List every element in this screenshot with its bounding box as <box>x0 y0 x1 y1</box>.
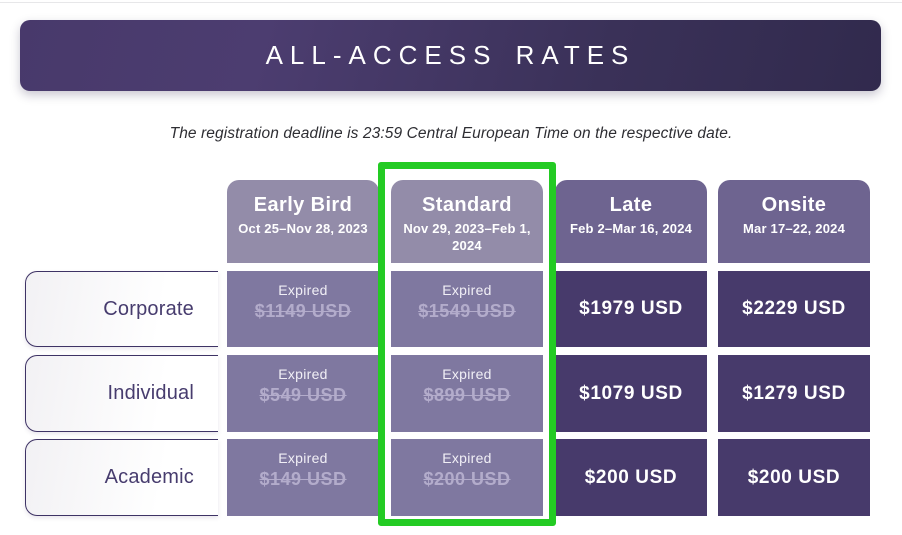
column-dates: Feb 2–Mar 16, 2024 <box>569 221 693 236</box>
column-title: Early Bird <box>253 194 353 216</box>
expired-status: Expired <box>442 450 492 466</box>
price-cell-corporate-standard: Expired $1549 USD <box>391 271 543 347</box>
expired-status: Expired <box>442 366 492 382</box>
struck-price: $549 USD <box>259 385 347 405</box>
price-cell-individual-late: $1079 USD <box>555 355 707 432</box>
price-cell-corporate-late: $1979 USD <box>555 271 707 347</box>
price-cell-corporate-early-bird: Expired $1149 USD <box>227 271 379 347</box>
rates-banner: ALL-ACCESS RATES <box>20 20 881 91</box>
column-dates: Nov 29, 2023–Feb 1, 2024 <box>403 221 531 253</box>
page-top-divider <box>0 2 902 3</box>
price-cell-corporate-onsite: $2229 USD <box>718 271 870 347</box>
price-cell-academic-standard: Expired $200 USD <box>391 439 543 516</box>
struck-price: $1149 USD <box>254 301 352 321</box>
price-text: $1079 USD <box>579 382 683 404</box>
struck-price: $1549 USD <box>418 301 516 321</box>
column-header-onsite: Onsite Mar 17–22, 2024 <box>718 180 870 263</box>
price-text: $200 USD <box>747 466 841 488</box>
expired-status: Expired <box>442 282 492 298</box>
column-header-early-bird: Early Bird Oct 25–Nov 28, 2023 <box>227 180 379 263</box>
column-dates: Oct 25–Nov 28, 2023 <box>238 221 368 236</box>
price-cell-individual-early-bird: Expired $549 USD <box>227 355 379 432</box>
price-text: $2229 USD <box>742 298 846 319</box>
price-cell-individual-onsite: $1279 USD <box>718 355 870 432</box>
column-title: Late <box>609 194 653 216</box>
column-header-late: Late Feb 2–Mar 16, 2024 <box>555 180 707 263</box>
price-cell-academic-onsite: $200 USD <box>718 439 870 516</box>
row-label-academic: Academic <box>25 439 218 516</box>
price-cell-individual-standard: Expired $899 USD <box>391 355 543 432</box>
price-text: $1979 USD <box>579 298 683 319</box>
column-title: Standard <box>422 194 512 216</box>
column-header-standard: Standard Nov 29, 2023–Feb 1, 2024 <box>391 180 543 263</box>
row-label-text: Individual <box>107 382 194 404</box>
expired-status: Expired <box>278 450 328 466</box>
price-cell-academic-late: $200 USD <box>555 439 707 516</box>
column-title: Onsite <box>761 194 827 216</box>
row-label-individual: Individual <box>25 355 218 432</box>
price-text: $200 USD <box>584 466 678 488</box>
expired-status: Expired <box>278 366 328 382</box>
page-title: ALL-ACCESS RATES <box>265 40 636 70</box>
expired-status: Expired <box>278 282 328 298</box>
column-dates: Mar 17–22, 2024 <box>742 221 846 236</box>
row-label-corporate: Corporate <box>25 271 218 347</box>
row-label-text: Corporate <box>103 297 194 320</box>
price-cell-academic-early-bird: Expired $149 USD <box>227 439 379 516</box>
struck-price: $899 USD <box>423 385 511 405</box>
row-label-text: Academic <box>104 466 194 488</box>
deadline-note: The registration deadline is 23:59 Centr… <box>169 125 733 142</box>
struck-price: $149 USD <box>259 469 347 489</box>
struck-price: $200 USD <box>423 469 511 489</box>
price-text: $1279 USD <box>742 382 846 404</box>
